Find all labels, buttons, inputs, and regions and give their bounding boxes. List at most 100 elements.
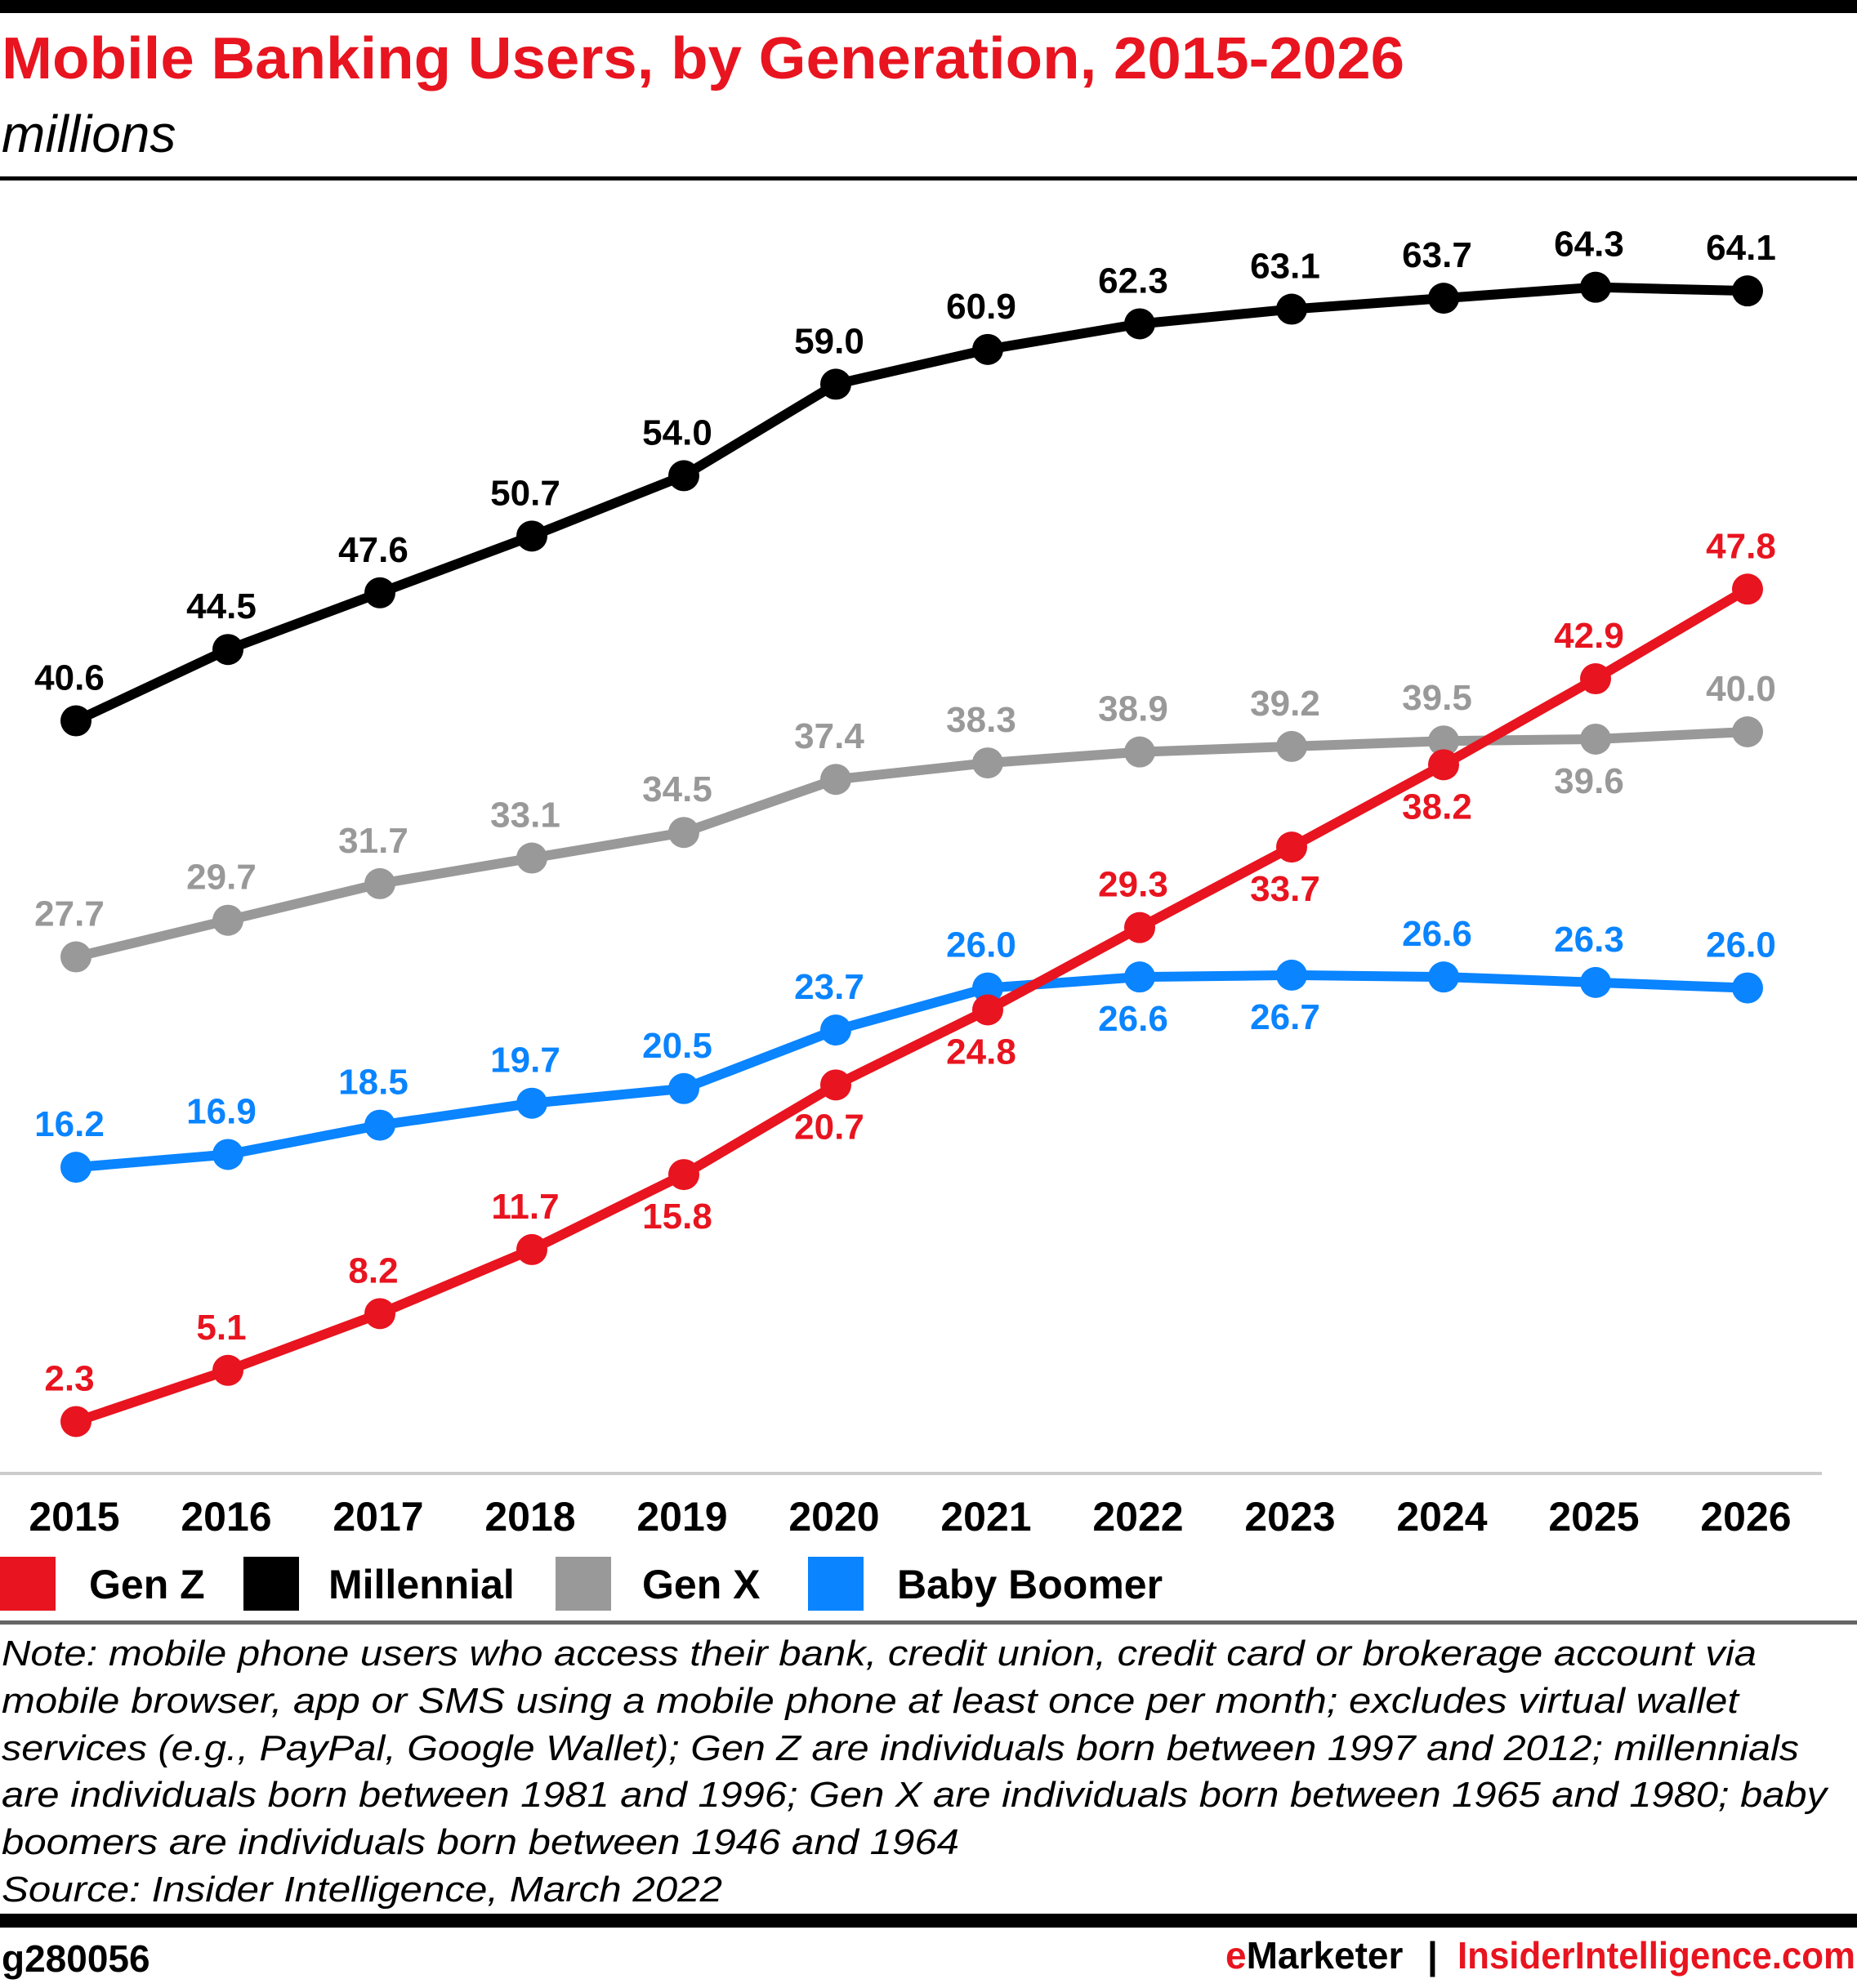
x-axis-line xyxy=(0,1472,1822,1475)
data-label-gen-z: 2.3 xyxy=(44,1358,94,1398)
bottom-bar xyxy=(0,1914,1857,1928)
data-label-gen-z: 24.8 xyxy=(946,1032,1016,1072)
data-point-baby-boomer xyxy=(1732,972,1763,1004)
data-point-gen-x xyxy=(972,747,1003,779)
data-point-gen-z xyxy=(1580,663,1611,695)
data-label-gen-x: 38.9 xyxy=(1098,689,1168,729)
data-label-gen-z: 8.2 xyxy=(348,1250,398,1290)
data-label-baby-boomer: 16.9 xyxy=(186,1091,257,1131)
data-point-baby-boomer xyxy=(364,1109,395,1141)
note-line: are individuals born between 1981 and 19… xyxy=(2,1775,1829,1815)
data-label-millennial: 40.6 xyxy=(34,658,105,698)
series-line-gen-x xyxy=(74,727,1748,962)
note-line: mobile browser, app or SMS using a mobil… xyxy=(2,1681,1740,1721)
x-tick-label: 2017 xyxy=(333,1494,423,1540)
data-point-gen-z xyxy=(1276,831,1307,863)
data-label-baby-boomer: 19.7 xyxy=(490,1041,560,1081)
header-divider xyxy=(0,176,1857,181)
data-label-gen-x: 29.7 xyxy=(186,858,257,898)
data-label-millennial: 59.0 xyxy=(794,321,864,361)
series-gen-x xyxy=(60,716,1763,973)
data-point-gen-z xyxy=(820,1069,851,1101)
legend-swatch xyxy=(556,1557,611,1611)
data-label-millennial: 44.5 xyxy=(186,586,257,626)
data-point-millennial xyxy=(668,460,699,492)
data-point-gen-z xyxy=(516,1233,547,1265)
x-tick-label: 2025 xyxy=(1548,1494,1639,1540)
data-label-gen-x: 38.3 xyxy=(946,700,1016,740)
site-link[interactable]: InsiderIntelligence.com xyxy=(1457,1934,1855,1977)
data-label-gen-z: 11.7 xyxy=(491,1187,559,1227)
data-point-gen-x xyxy=(1732,716,1763,747)
data-point-gen-x xyxy=(364,867,395,899)
data-label-baby-boomer: 26.6 xyxy=(1098,999,1168,1039)
data-point-baby-boomer xyxy=(1580,966,1611,998)
legend-item-millennial: Millennial xyxy=(243,1557,515,1611)
note-line: Note: mobile phone users who access thei… xyxy=(2,1634,1757,1674)
data-point-gen-x xyxy=(1428,725,1459,757)
data-label-baby-boomer: 26.6 xyxy=(1402,914,1472,954)
data-point-millennial xyxy=(1732,275,1763,307)
data-label-millennial: 54.0 xyxy=(642,412,712,452)
x-tick-label: 2023 xyxy=(1244,1494,1335,1540)
footer-separator: | xyxy=(1427,1934,1438,1977)
legend-label: Gen Z xyxy=(89,1562,205,1607)
data-point-baby-boomer xyxy=(972,972,1003,1004)
source-line: Source: Insider Intelligence, March 2022 xyxy=(2,1870,722,1910)
data-point-gen-z xyxy=(1732,573,1763,605)
data-point-gen-z xyxy=(212,1354,243,1386)
legend-item-gen-z: Gen Z xyxy=(0,1557,205,1611)
data-point-millennial xyxy=(516,520,547,552)
data-label-baby-boomer: 26.3 xyxy=(1554,920,1624,960)
data-point-baby-boomer xyxy=(1276,959,1307,991)
data-point-gen-x xyxy=(668,817,699,849)
legend-label: Baby Boomer xyxy=(897,1562,1163,1607)
data-label-gen-z: 29.3 xyxy=(1098,865,1168,905)
data-point-gen-x xyxy=(212,904,243,936)
data-point-millennial xyxy=(1428,283,1459,314)
legend-divider xyxy=(0,1620,1857,1625)
x-tick-label: 2024 xyxy=(1396,1494,1487,1540)
data-point-gen-z xyxy=(364,1298,395,1330)
data-label-gen-x: 40.0 xyxy=(1706,669,1776,709)
data-label-gen-x: 39.2 xyxy=(1250,684,1320,724)
legend-swatch xyxy=(243,1557,299,1611)
data-point-millennial xyxy=(1580,271,1611,303)
data-point-gen-x xyxy=(1124,736,1155,768)
data-point-millennial xyxy=(972,333,1003,365)
data-label-gen-z: 47.8 xyxy=(1706,526,1776,566)
data-label-baby-boomer: 20.5 xyxy=(642,1026,712,1066)
data-label-millennial: 63.7 xyxy=(1402,235,1472,275)
data-point-baby-boomer xyxy=(212,1139,243,1170)
chart-id: g280056 xyxy=(2,1937,150,1980)
data-label-gen-z: 42.9 xyxy=(1554,616,1624,656)
data-label-gen-x: 27.7 xyxy=(34,894,105,934)
data-label-millennial: 63.1 xyxy=(1250,247,1320,287)
data-point-gen-x xyxy=(1276,730,1307,762)
data-label-gen-x: 39.5 xyxy=(1402,678,1472,718)
data-point-gen-z xyxy=(1428,749,1459,781)
data-label-gen-x: 31.7 xyxy=(338,821,408,861)
data-point-baby-boomer xyxy=(820,1014,851,1046)
data-point-millennial xyxy=(1276,293,1307,325)
plot-area: 27.7 29.7 31.7 33.1 34.5 37.4 38.3 38.9 39.2 39.5… xyxy=(34,225,1776,1438)
data-label-baby-boomer: 26.7 xyxy=(1250,997,1320,1037)
data-point-baby-boomer xyxy=(668,1072,699,1104)
data-label-gen-x: 39.6 xyxy=(1554,761,1624,801)
data-point-gen-z xyxy=(972,994,1003,1026)
x-tick-label: 2018 xyxy=(484,1494,575,1540)
data-point-millennial xyxy=(1124,308,1155,340)
x-tick-label: 2016 xyxy=(181,1494,271,1540)
series-millennial xyxy=(60,271,1763,737)
data-label-millennial: 50.7 xyxy=(490,473,560,513)
series-baby-boomer xyxy=(60,959,1763,1183)
data-point-millennial xyxy=(212,634,243,666)
data-point-millennial xyxy=(364,577,395,608)
series-gen-z xyxy=(60,573,1763,1438)
x-tick-label: 2015 xyxy=(29,1494,119,1540)
legend-label: Millennial xyxy=(328,1562,515,1607)
legend-swatch xyxy=(808,1557,864,1611)
legend-item-baby-boomer: Baby Boomer xyxy=(808,1557,1163,1611)
data-point-millennial xyxy=(820,368,851,400)
